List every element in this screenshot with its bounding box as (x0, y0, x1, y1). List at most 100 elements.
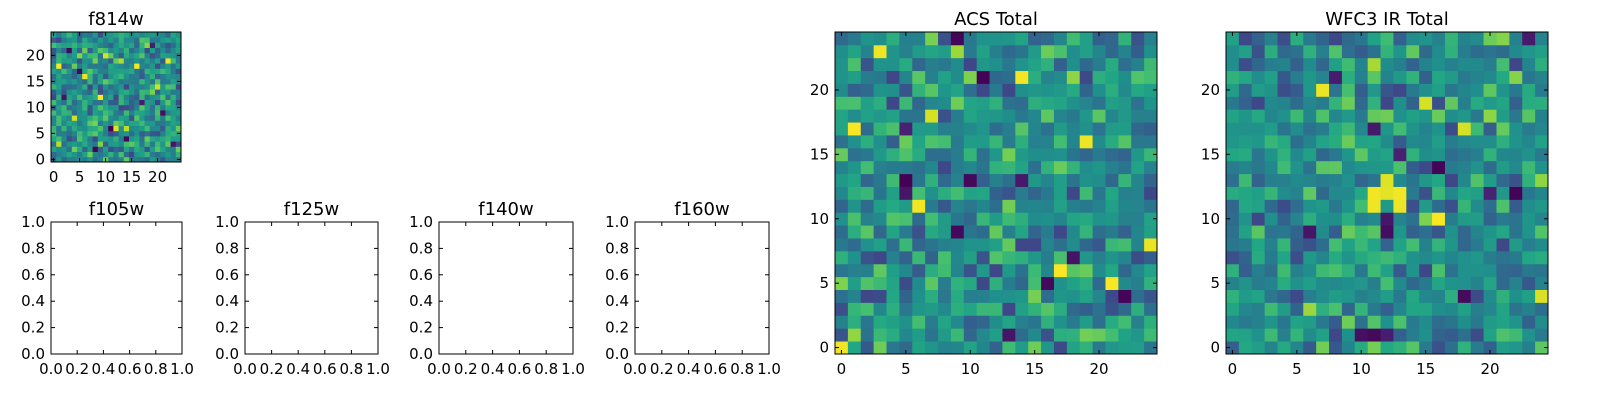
heatmap-cell (108, 125, 114, 132)
heatmap-cell (1041, 44, 1055, 59)
heatmap-cell (1470, 173, 1484, 187)
heatmap-cell (1105, 199, 1119, 213)
heatmap-cell (1303, 263, 1317, 278)
y-tick-label: 0.6 (21, 266, 45, 284)
heatmap-cell (1002, 44, 1016, 59)
heatmap-cell (97, 110, 104, 116)
heatmap-cell (1092, 328, 1106, 342)
y-tick-label: 0.4 (21, 292, 45, 310)
heatmap-cell (1041, 276, 1055, 290)
heatmap-cell (1329, 83, 1343, 97)
heatmap-cell (938, 225, 952, 239)
heatmap-cell (56, 156, 62, 163)
heatmap-cell (71, 104, 78, 111)
heatmap-cell (912, 263, 926, 278)
heatmap-cell (1105, 83, 1119, 97)
heatmap-cell (1290, 212, 1304, 226)
heatmap-cell (976, 276, 990, 290)
heatmap-cell (155, 130, 161, 137)
heatmap-cell (82, 73, 88, 80)
heatmap-cell (938, 44, 952, 59)
heatmap-cell (1509, 315, 1523, 329)
heatmap-cell (1144, 57, 1158, 72)
heatmap-cell (92, 89, 99, 95)
heatmap-cell (1535, 147, 1549, 162)
heatmap-cell (170, 104, 177, 111)
heatmap-cell (860, 289, 875, 303)
heatmap-cell (118, 110, 125, 116)
heatmap-cell (1457, 302, 1472, 316)
heatmap-cell (1303, 238, 1317, 252)
x-tick-label: 20 (148, 168, 167, 186)
heatmap-cell (71, 52, 78, 59)
heatmap-cell (165, 136, 171, 142)
heatmap-cell (899, 263, 913, 278)
heatmap-cell (1251, 315, 1266, 329)
axes-frame (438, 221, 574, 355)
heatmap-cell (1483, 328, 1497, 342)
heatmap-cell (61, 136, 67, 142)
heatmap-cell (1367, 44, 1381, 59)
heatmap-cell (1002, 173, 1016, 187)
heatmap-cell (1226, 276, 1240, 290)
heatmap-cell (1079, 32, 1093, 46)
heatmap-cell (847, 199, 862, 213)
heatmap-cell (61, 99, 67, 106)
heatmap-cell (873, 289, 887, 303)
heatmap-cell (165, 68, 171, 74)
heatmap-cell (1028, 32, 1042, 46)
heatmap-cell (61, 110, 67, 116)
heatmap-cell (118, 47, 125, 54)
heatmap-cell (1053, 276, 1068, 290)
heatmap-cell (938, 32, 952, 46)
heatmap-cell (1251, 302, 1266, 316)
heatmap-cell (118, 115, 125, 121)
heatmap-cell (835, 32, 849, 46)
heatmap-cell (1092, 109, 1106, 123)
heatmap-cell (1264, 147, 1278, 162)
x-tick-label: 0.8 (339, 360, 363, 378)
heatmap-cell (175, 99, 182, 106)
heatmap-cell (1380, 225, 1394, 239)
heatmap-cell (77, 63, 83, 69)
heatmap-cell (847, 263, 862, 278)
heatmap-cell (1509, 135, 1523, 149)
heatmap-cell (1483, 341, 1497, 355)
heatmap-cell (129, 84, 135, 90)
heatmap-cell (1118, 160, 1132, 175)
heatmap-cell (1131, 199, 1145, 213)
heatmap-cell (1015, 173, 1029, 187)
heatmap-cell (989, 32, 1003, 46)
heatmap-cell (170, 110, 177, 116)
heatmap-cell (71, 63, 78, 69)
heatmap-cell (66, 130, 73, 137)
heatmap-cell (1028, 109, 1042, 123)
heatmap-cell (1015, 199, 1029, 213)
heatmap-cell (1131, 135, 1145, 149)
heatmap-cell (139, 151, 145, 158)
heatmap-cell (1002, 109, 1016, 123)
heatmap-cell (1535, 315, 1549, 329)
heatmap-cell (82, 151, 88, 158)
heatmap-cell (860, 276, 875, 290)
heatmap-cell (77, 99, 83, 106)
heatmap-cell (1264, 238, 1278, 252)
heatmap-cell (873, 315, 887, 329)
heatmap-cell (92, 94, 99, 100)
heatmap-cell (1238, 302, 1253, 316)
heatmap-cell (134, 151, 140, 158)
heatmap-cell (149, 130, 156, 137)
heatmap-cell (989, 328, 1003, 342)
heatmap-cell (1393, 57, 1407, 72)
heatmap-cell (1290, 160, 1304, 175)
heatmap-cell (1457, 199, 1472, 213)
heatmap-cell (1354, 135, 1369, 149)
heatmap-cell (1002, 70, 1016, 84)
heatmap-cell (976, 186, 990, 200)
heatmap-cell (51, 99, 57, 106)
heatmap-cell (847, 341, 862, 355)
heatmap-cell (1290, 341, 1304, 355)
heatmap-cell (1092, 44, 1106, 59)
heatmap-cell (1380, 328, 1394, 342)
